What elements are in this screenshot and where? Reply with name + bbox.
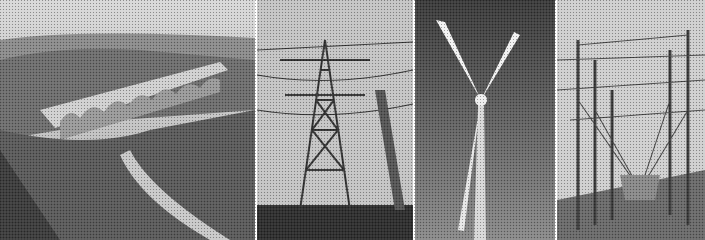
halftone-texture (0, 0, 705, 240)
banner (0, 0, 705, 240)
page (0, 0, 705, 240)
